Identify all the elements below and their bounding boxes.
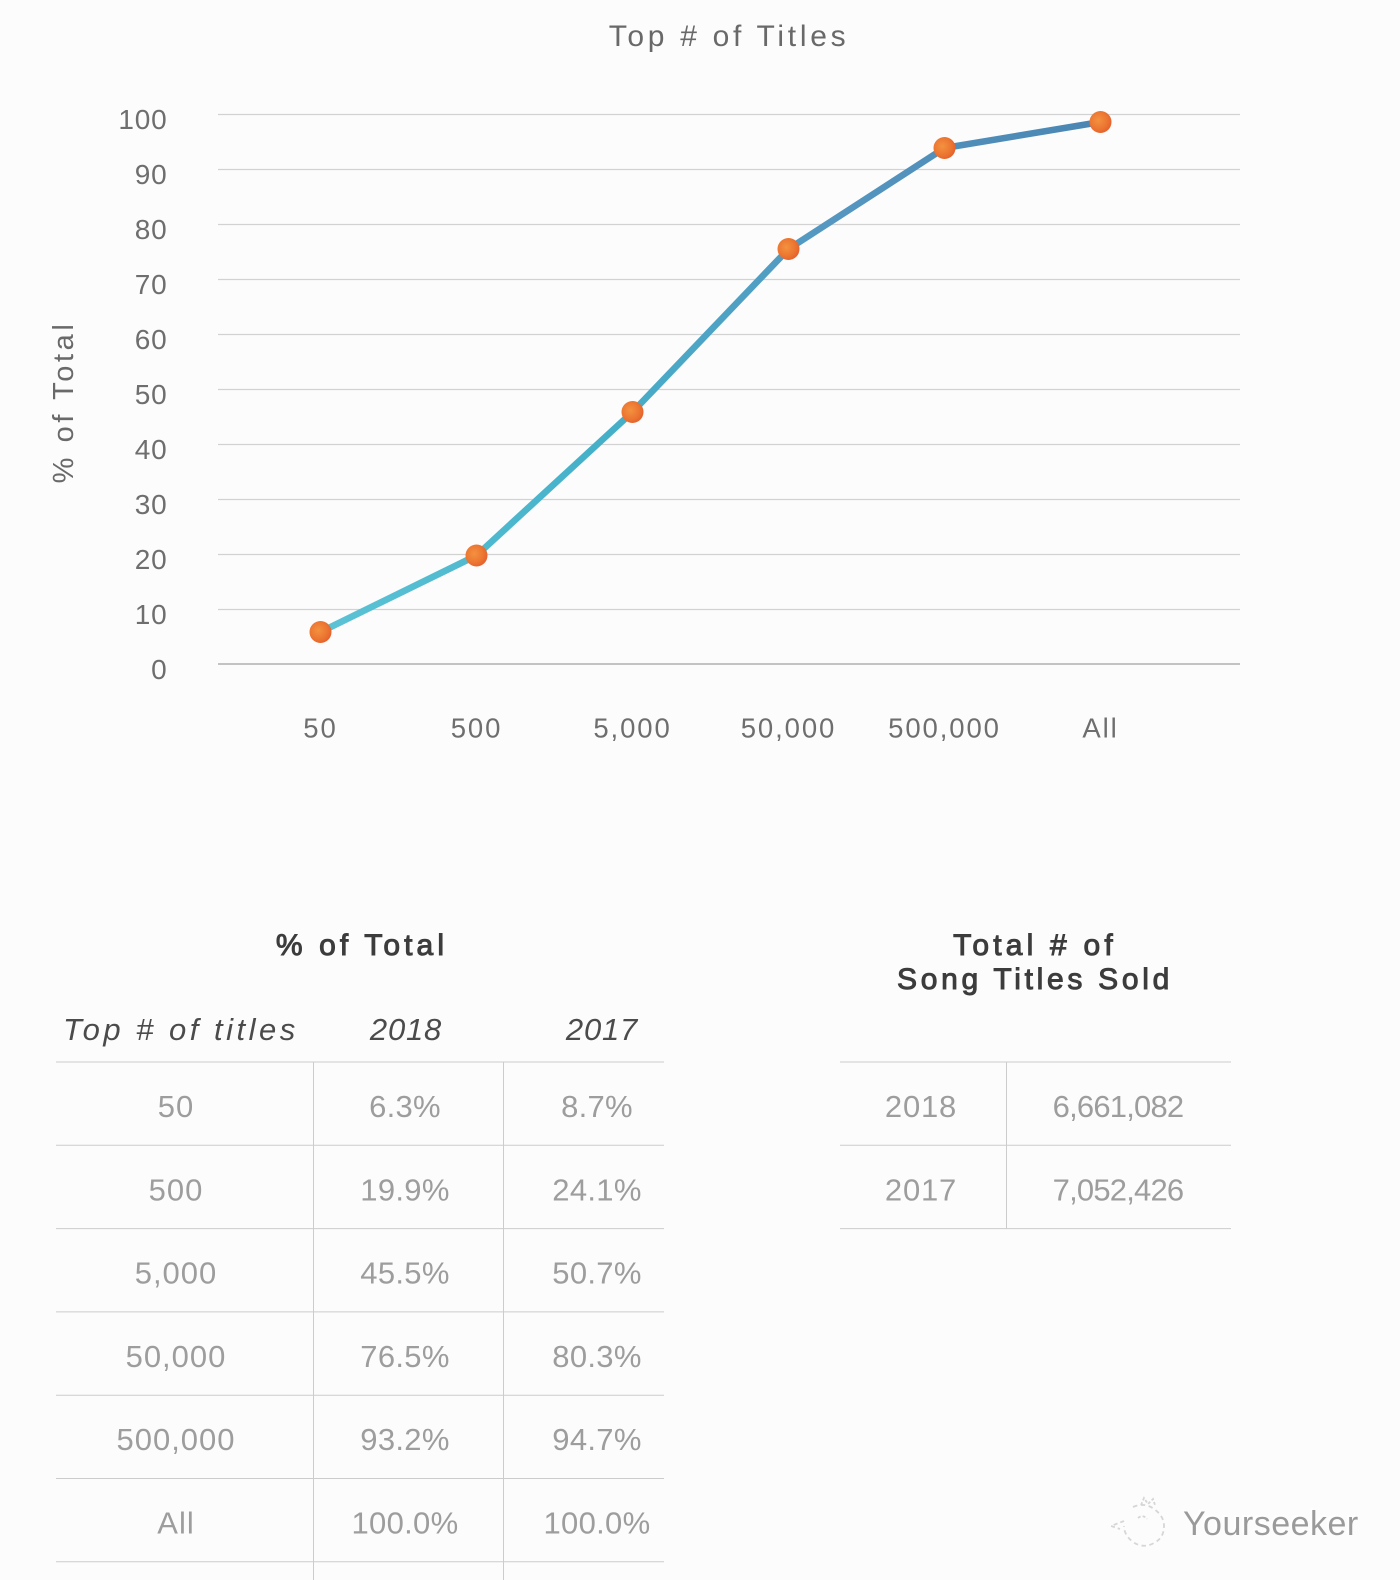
svg-text:Top # of Titles: Top # of Titles (609, 20, 850, 53)
svg-text:2017: 2017 (885, 1172, 957, 1207)
svg-text:45.5%: 45.5% (360, 1256, 449, 1291)
svg-text:6.3%: 6.3% (369, 1089, 441, 1124)
svg-text:Yourseeker: Yourseeker (1181, 1503, 1357, 1541)
svg-text:500,000: 500,000 (116, 1422, 235, 1457)
svg-text:50: 50 (303, 713, 337, 744)
svg-text:7,052,426: 7,052,426 (1053, 1172, 1184, 1207)
svg-text:60: 60 (135, 324, 168, 355)
svg-text:2018: 2018 (885, 1089, 957, 1124)
svg-text:50: 50 (135, 379, 168, 410)
svg-text:10: 10 (135, 599, 168, 630)
svg-text:All: All (1082, 713, 1118, 744)
svg-text:30: 30 (135, 489, 168, 520)
svg-text:50,000: 50,000 (126, 1339, 227, 1374)
svg-text:2017: 2017 (565, 1012, 639, 1047)
svg-text:500,000: 500,000 (888, 713, 1001, 744)
svg-text:20: 20 (135, 544, 168, 575)
svg-text:90: 90 (135, 159, 168, 190)
svg-text:50: 50 (158, 1089, 194, 1124)
svg-text:100: 100 (118, 104, 167, 135)
svg-text:All: All (157, 1506, 194, 1541)
svg-text:50,000: 50,000 (741, 713, 837, 744)
svg-text:Top # of titles: Top # of titles (63, 1012, 299, 1047)
svg-text:93.2%: 93.2% (360, 1422, 449, 1457)
svg-text:70: 70 (135, 269, 168, 300)
svg-text:% of Total: % of Total (276, 929, 448, 962)
svg-text:Yourseeker: Yourseeker (1183, 1505, 1359, 1543)
svg-text:5,000: 5,000 (135, 1256, 218, 1291)
svg-text:100.0%: 100.0% (352, 1506, 459, 1541)
svg-text:0: 0 (151, 654, 167, 685)
svg-text:50.7%: 50.7% (552, 1256, 641, 1291)
svg-text:% of Total: % of Total (48, 321, 80, 484)
svg-text:Song Titles Sold: Song Titles Sold (897, 963, 1173, 996)
svg-text:24.1%: 24.1% (552, 1172, 641, 1207)
svg-text:19.9%: 19.9% (360, 1172, 449, 1207)
svg-text:100.0%: 100.0% (544, 1506, 651, 1541)
svg-text:80.3%: 80.3% (552, 1339, 641, 1374)
svg-text:94.7%: 94.7% (552, 1422, 641, 1457)
svg-text:5,000: 5,000 (593, 713, 671, 744)
svg-text:2018: 2018 (369, 1012, 442, 1047)
svg-text:76.5%: 76.5% (360, 1339, 449, 1374)
svg-text:500: 500 (149, 1172, 204, 1207)
svg-text:6,661,082: 6,661,082 (1053, 1089, 1184, 1124)
svg-text:40: 40 (135, 434, 168, 465)
svg-text:Total # of: Total # of (953, 929, 1117, 962)
svg-text:500: 500 (451, 713, 503, 744)
svg-text:8.7%: 8.7% (561, 1089, 633, 1124)
svg-text:80: 80 (135, 214, 168, 245)
